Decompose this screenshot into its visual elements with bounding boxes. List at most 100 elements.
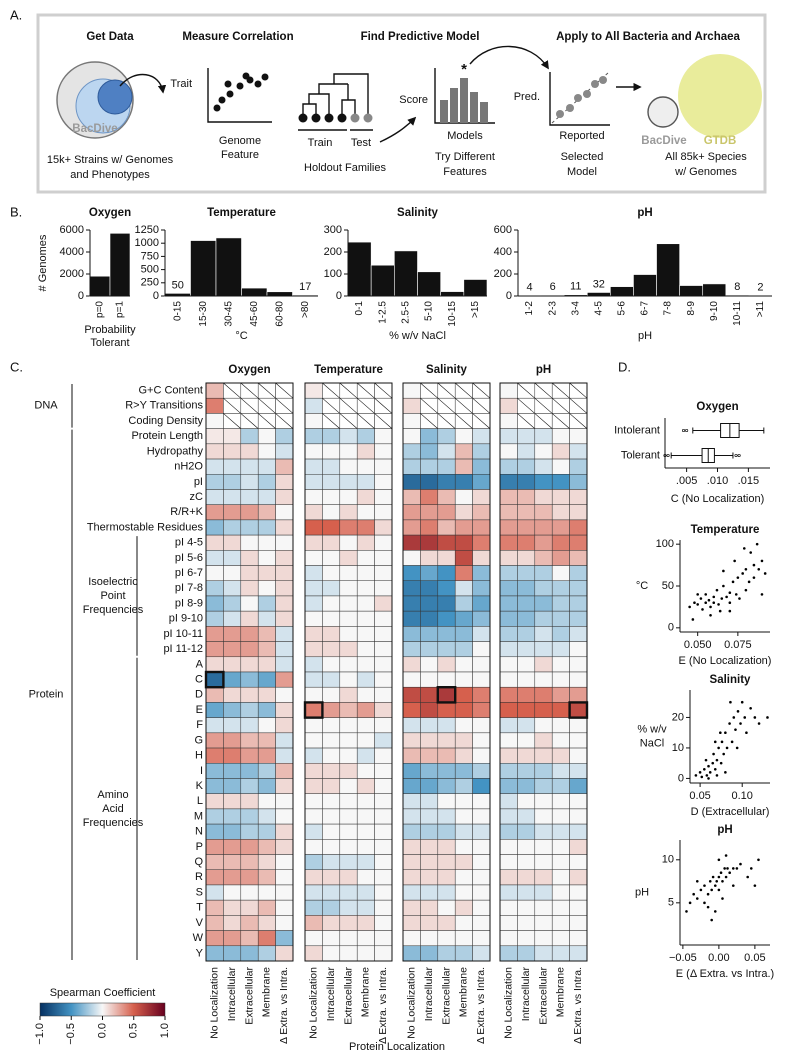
cell: [499, 869, 518, 886]
cell: [472, 717, 491, 734]
cell: [304, 869, 323, 886]
cell: [223, 869, 242, 886]
cell: [499, 778, 518, 794]
point: [724, 731, 727, 734]
cell: [569, 793, 588, 810]
cell: [339, 763, 358, 779]
point: [720, 740, 724, 744]
cell: [534, 839, 553, 855]
point: [731, 580, 735, 584]
cell: [275, 565, 294, 581]
cell: [402, 839, 421, 855]
cell: [551, 671, 570, 688]
cell: [339, 839, 358, 855]
point: [685, 910, 688, 913]
cell: [374, 930, 393, 947]
cell: [454, 580, 473, 597]
cell: [356, 671, 375, 688]
cell: [569, 474, 588, 490]
hatch: [258, 382, 276, 399]
x-tick-label: 0-1: [354, 301, 365, 316]
cell: [223, 945, 242, 962]
cell: [420, 519, 439, 536]
x-tick-label: >15: [470, 301, 481, 318]
row-label: zC: [190, 491, 204, 503]
cell: [223, 808, 242, 825]
cell: [304, 550, 323, 566]
cell: [437, 778, 456, 794]
cell: [437, 550, 456, 566]
row-label: V: [196, 917, 204, 929]
cell: [275, 793, 294, 810]
cell: [472, 595, 491, 612]
cell: [420, 717, 439, 734]
cell: [569, 443, 588, 460]
x-tick-label: 0.05: [744, 952, 765, 964]
cell: [304, 839, 323, 855]
cell: [275, 747, 294, 764]
column-label: Extracellular: [342, 967, 354, 1025]
cell: [205, 899, 224, 916]
cell: [499, 656, 518, 673]
cell: [275, 641, 294, 658]
cell: [472, 580, 491, 597]
axis-label: Trait: [170, 78, 192, 90]
cell: [499, 808, 518, 825]
cell: [437, 839, 456, 855]
cell: [257, 839, 276, 855]
cell: [339, 945, 358, 962]
point: [741, 572, 744, 575]
cell: [534, 793, 553, 810]
cell: [322, 839, 341, 855]
cell: [551, 869, 570, 886]
cell: [339, 854, 358, 870]
cell: [205, 428, 224, 445]
cell: [205, 717, 224, 734]
cell: [499, 382, 518, 399]
row-label: pI 11-12: [163, 643, 203, 655]
cell: [420, 428, 439, 445]
panel-title: Temperature: [314, 364, 383, 376]
cell: [551, 915, 570, 931]
cell: [517, 671, 536, 688]
point: [752, 563, 756, 567]
cell: [374, 443, 393, 460]
cell: [454, 565, 473, 581]
cell: [454, 717, 473, 734]
cell: [402, 550, 421, 566]
row-label: Hydropathy: [147, 445, 204, 457]
point: [731, 867, 735, 870]
point: [735, 867, 739, 870]
x-axis-label: % w/v NaCl: [389, 330, 446, 342]
point: [705, 774, 709, 777]
point: [735, 746, 739, 750]
cell: [205, 641, 224, 658]
cell: [420, 565, 439, 581]
cell: [517, 474, 536, 490]
cell: [275, 839, 294, 855]
cell: [534, 717, 553, 734]
cell: [205, 413, 224, 429]
bar: [586, 292, 611, 297]
hatch: [569, 397, 588, 414]
cell: [454, 641, 473, 658]
point: [747, 580, 751, 584]
cell: [454, 869, 473, 886]
point: [722, 752, 725, 756]
cell: [420, 930, 439, 947]
y-tick-label: 10: [662, 854, 674, 866]
cell: [534, 641, 553, 658]
cell: [454, 534, 473, 551]
cell: [454, 945, 473, 962]
bar: [656, 243, 680, 297]
cell: [339, 595, 358, 612]
hatch: [322, 413, 340, 429]
cell: [240, 884, 259, 901]
axis-label: Reported: [559, 130, 604, 142]
cell: [517, 899, 536, 916]
cell: [240, 474, 259, 490]
cell: [304, 519, 323, 536]
cell: [223, 550, 242, 566]
x-tick-label: 0.10: [731, 790, 752, 802]
